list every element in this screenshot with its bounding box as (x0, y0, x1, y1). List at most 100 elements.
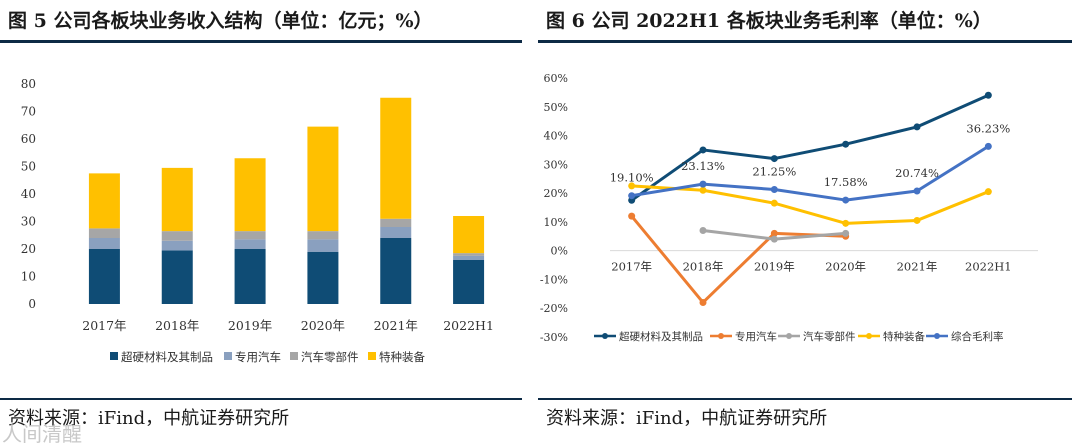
data-point (842, 229, 850, 237)
y-axis-tick-label: -30% (540, 331, 568, 344)
legend-swatch-marker (786, 333, 792, 339)
data-point (699, 146, 707, 154)
bar-segment (88, 173, 120, 229)
legend-swatch (110, 352, 118, 360)
y-axis-tick-label: 50 (21, 160, 36, 174)
y-axis-tick-label: 80 (21, 77, 36, 91)
legend-swatch (368, 352, 376, 360)
legend-label: 汽车零部件 (301, 350, 359, 364)
x-axis-tick-label: 2018年 (683, 260, 724, 274)
data-point (984, 142, 992, 150)
bar-segment (161, 240, 193, 251)
data-point (628, 212, 636, 220)
data-point (842, 219, 850, 227)
data-point (913, 216, 921, 224)
bar-segment (453, 253, 485, 256)
data-point (699, 227, 707, 235)
legend-label: 超硬材料及其制品 (619, 330, 703, 343)
y-axis-tick-label: 40 (21, 187, 36, 201)
data-point (842, 140, 850, 148)
data-label: 20.74% (895, 166, 939, 180)
left-chart-title: 图 5 公司各板块业务收入结构（单位：亿元；%） (8, 10, 433, 32)
watermark-text: 人间清醒 (2, 422, 82, 446)
right-source-rule (538, 398, 1072, 400)
y-axis-tick-label: 0 (28, 297, 36, 311)
legend-swatch (290, 352, 298, 360)
bar-segment (307, 126, 339, 232)
left-source-rule (0, 398, 522, 400)
line-chart: -30% -20% -10% 0% 10% 20% 30% 40% 50% 60% 2017年 201… (540, 72, 1038, 344)
y-axis-tick-label: 30% (544, 158, 568, 171)
data-label: 17.58% (824, 175, 868, 189)
data-point (628, 192, 636, 200)
bar-segment (380, 238, 412, 304)
y-axis-tick-label: 20 (21, 242, 36, 256)
data-point (842, 196, 850, 204)
bar-segment (161, 167, 193, 232)
stacked-bar-chart: 0 10 20 30 40 50 60 70 80 2017年 2018年 2019年 2020年 202… (21, 77, 494, 364)
legend-label: 专用汽车 (735, 330, 777, 343)
y-axis-tick-label: 60 (21, 132, 36, 146)
y-axis-tick-label: 10% (544, 216, 568, 229)
legend-label: 综合毛利率 (951, 330, 1004, 343)
y-axis-tick-label: 60% (544, 72, 568, 85)
x-axis-tick-label: 2020年 (825, 260, 866, 274)
legend-swatch-marker (602, 333, 608, 339)
legend-label: 特种装备 (379, 350, 425, 364)
right-title-rule (538, 40, 1072, 43)
legend-swatch-marker (934, 333, 940, 339)
data-point (984, 91, 992, 99)
bar-segment (453, 260, 485, 304)
left-title-rule (0, 40, 522, 43)
series-line (630, 93, 989, 202)
series-line (631, 184, 989, 225)
legend-swatch-marker (866, 333, 872, 339)
y-axis-tick-label: 10 (21, 270, 36, 284)
bar-segment (380, 97, 412, 219)
legend-label: 专用汽车 (235, 350, 281, 364)
x-axis-tick-label: 2019年 (754, 260, 795, 274)
x-axis-tick-label: 2019年 (228, 318, 272, 333)
legend-label: 超硬材料及其制品 (121, 350, 213, 364)
bar-segment (161, 231, 193, 241)
y-axis-tick-label: 40% (544, 130, 568, 143)
bar-segment (453, 255, 485, 260)
bar-segment (453, 216, 485, 254)
y-axis-tick-label: 30 (21, 215, 36, 229)
data-point (770, 199, 778, 207)
data-point (699, 180, 707, 188)
data-point (770, 155, 778, 163)
data-point (628, 182, 636, 190)
bar-segment (380, 218, 412, 227)
right-chart-title: 图 6 公司 2022H1 各板块业务毛利率（单位：%） (546, 10, 992, 32)
data-point (770, 229, 778, 237)
data-point (913, 187, 921, 195)
bar-segment (307, 231, 339, 240)
bar-segment (234, 239, 266, 249)
legend-swatch-marker (718, 333, 724, 339)
y-axis-tick-label: -20% (540, 302, 568, 315)
right-chart-panel: 图 6 公司 2022H1 各板块业务毛利率（单位：%） -30% -20% -10… (538, 0, 1080, 445)
bar-segment (307, 251, 339, 304)
series-line (631, 145, 990, 202)
legend-label: 汽车零部件 (803, 330, 856, 343)
bar-segment (380, 227, 412, 238)
y-axis-tick-label: 0% (551, 245, 568, 258)
x-axis-tick-label: 2021年 (374, 318, 418, 333)
left-source-note: 资料来源：iFind，中航证券研究所 (8, 408, 290, 429)
x-axis-tick-label: 2022H1 (965, 260, 1012, 274)
data-point (913, 123, 921, 131)
right-source-note: 资料来源：iFind，中航证券研究所 (546, 408, 828, 429)
bar-segment (88, 249, 120, 304)
legend-label: 特种装备 (883, 330, 925, 343)
y-axis-tick-label: 70 (21, 105, 36, 119)
x-axis-tick-label: 2017年 (82, 318, 126, 333)
left-chart-panel: 图 5 公司各板块业务收入结构（单位：亿元；%） 0 10 20 30 40 50 60 70… (0, 0, 530, 445)
bar-segment (161, 250, 193, 304)
data-point (770, 186, 778, 194)
data-label: 36.23% (966, 121, 1010, 135)
y-axis-tick-label: 20% (544, 187, 568, 200)
bar-segment (234, 249, 266, 304)
y-axis-tick-label: 50% (544, 101, 568, 114)
data-label: 19.10% (610, 171, 654, 185)
